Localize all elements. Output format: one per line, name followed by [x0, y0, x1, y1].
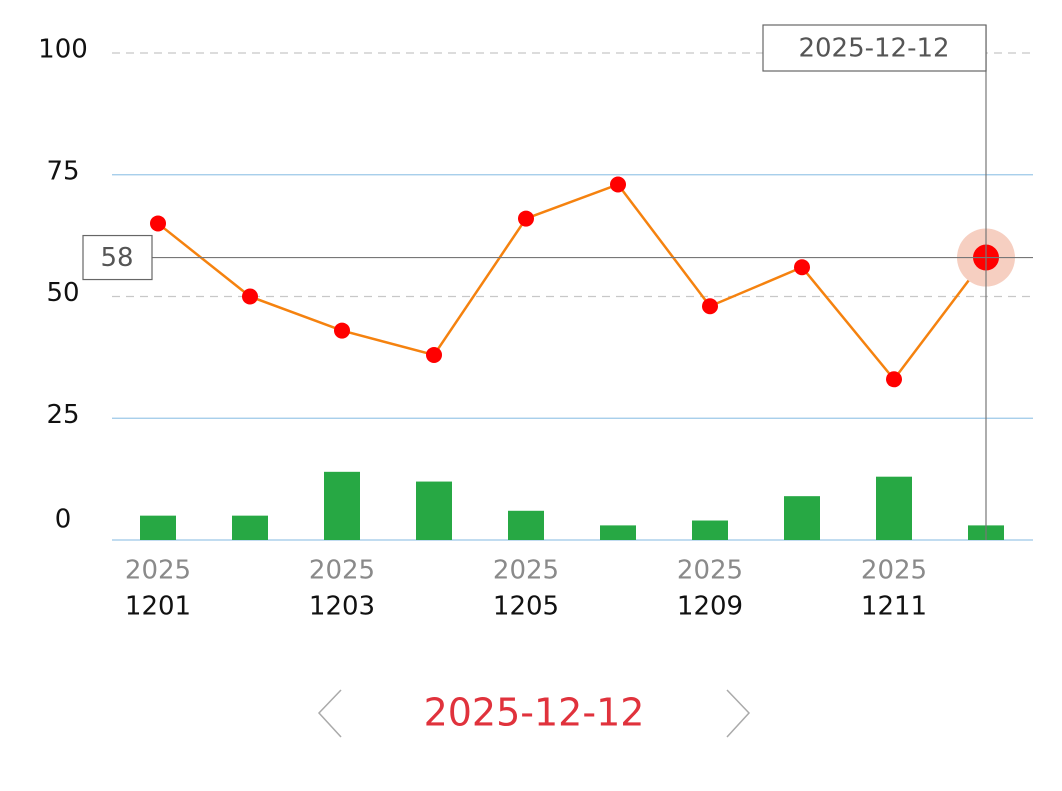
- point: [518, 210, 534, 227]
- bar: [508, 510, 544, 540]
- x-tick-label: 1209: [677, 592, 743, 622]
- x-tick-label: 1201: [125, 592, 191, 622]
- line: [157, 182, 987, 382]
- point: [794, 259, 810, 276]
- value-tooltip-box: [82, 234, 153, 281]
- bar: [140, 515, 176, 540]
- prev-arrow[interactable]: [317, 689, 342, 738]
- x-tick-label: 1205: [493, 592, 559, 622]
- bar: [232, 515, 268, 540]
- point: [334, 322, 350, 339]
- x-tick-label: 1203: [309, 592, 375, 622]
- bar: [692, 520, 728, 540]
- value-tooltip: 58: [100, 243, 133, 273]
- date-tooltip: 2025-12-12: [798, 34, 949, 64]
- point: [886, 371, 902, 388]
- point: [242, 288, 258, 305]
- x-tick-year: 2025: [125, 556, 191, 586]
- date-tooltip-box: [762, 24, 987, 72]
- x-tick-year: 2025: [677, 556, 743, 586]
- point: [150, 215, 166, 232]
- x-tick-label: 1211: [861, 592, 927, 622]
- y-tick-label: 100: [38, 35, 88, 65]
- x-tick-year: 2025: [861, 556, 927, 586]
- point: [702, 298, 718, 315]
- y-tick-label: 50: [46, 278, 79, 308]
- x-tick-year: 2025: [309, 556, 375, 586]
- x-tick-year: 2025: [493, 556, 559, 586]
- y-tick-label: 25: [46, 400, 79, 430]
- point: [426, 346, 442, 363]
- bar: [784, 496, 820, 540]
- point: [610, 176, 626, 193]
- next-arrow[interactable]: [726, 689, 751, 738]
- bar: [416, 481, 452, 540]
- y-tick-label: 75: [46, 156, 79, 186]
- bar: [600, 525, 636, 540]
- bar: [324, 471, 360, 540]
- selected-date: 2025-12-12: [424, 691, 645, 735]
- bar: [876, 476, 912, 540]
- y-tick-label: 0: [55, 505, 72, 535]
